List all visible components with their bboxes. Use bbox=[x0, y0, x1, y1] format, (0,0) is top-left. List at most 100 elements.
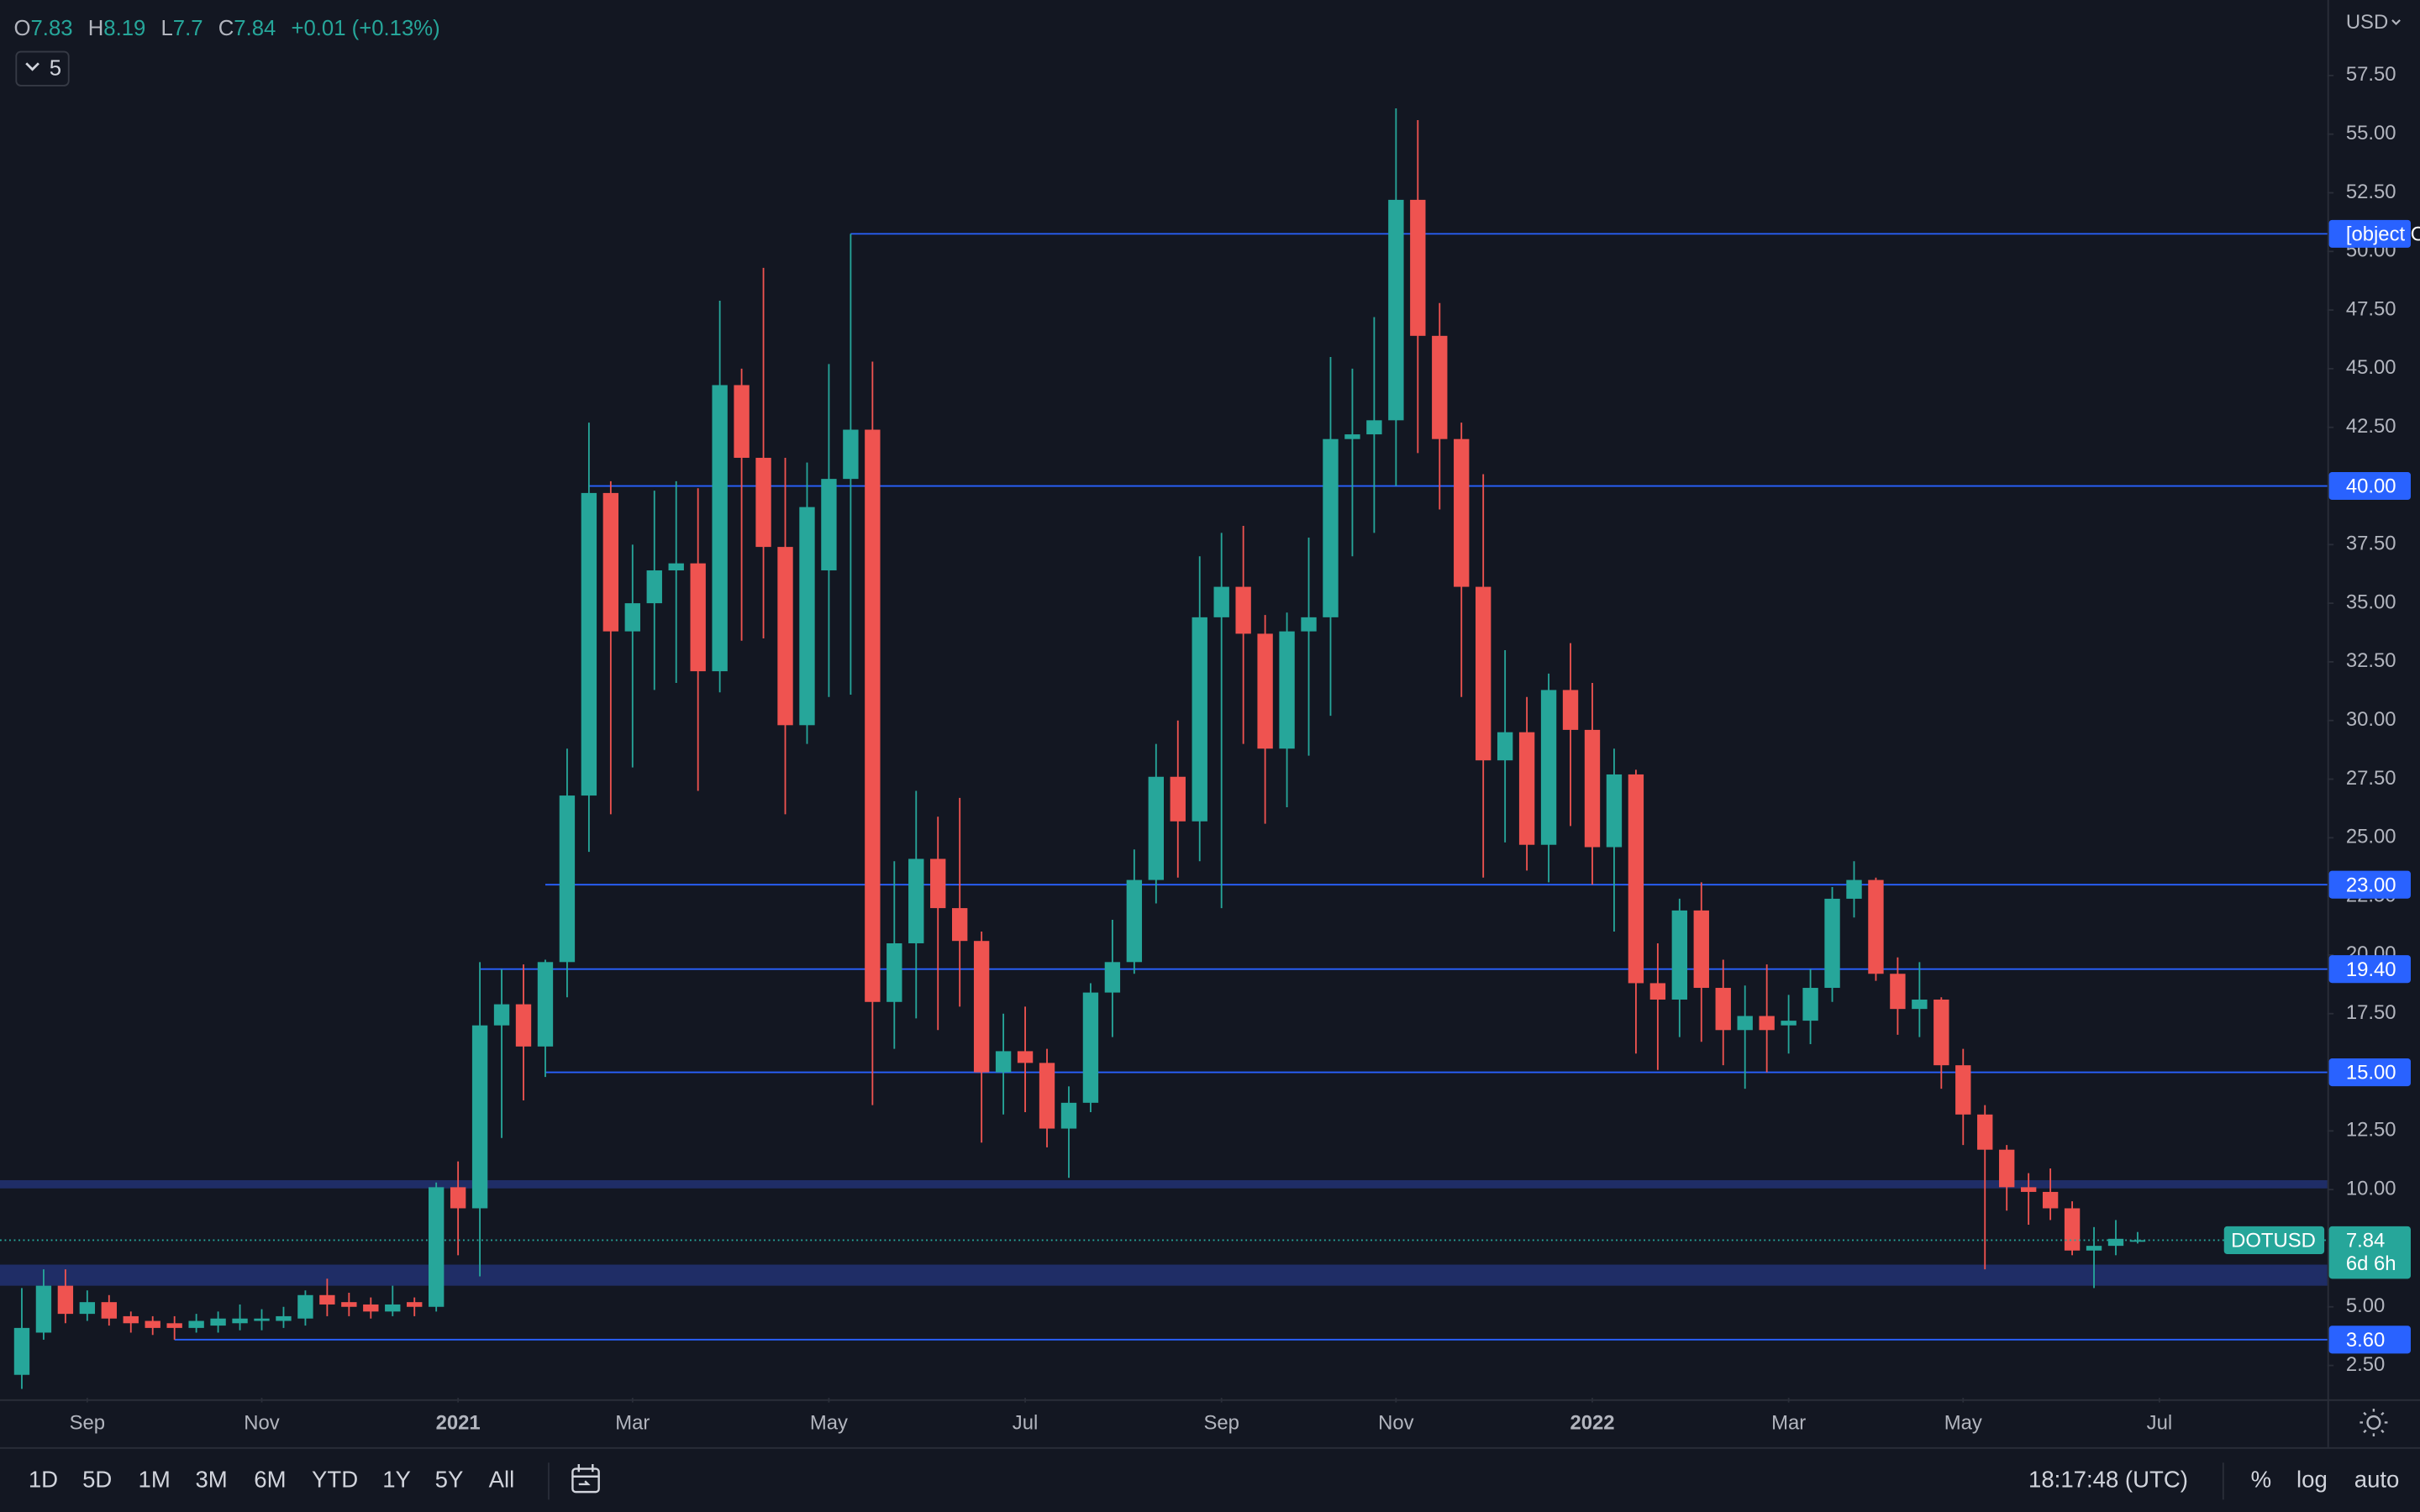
candle-body bbox=[1649, 983, 1666, 1000]
candle-body bbox=[908, 858, 924, 943]
candle-body bbox=[1715, 988, 1731, 1031]
candle-body bbox=[1781, 1021, 1797, 1026]
candle-body bbox=[2064, 1208, 2081, 1251]
candle-body bbox=[1126, 879, 1143, 963]
range-button[interactable]: 1M bbox=[139, 1467, 171, 1493]
interval-button[interactable] bbox=[15, 50, 70, 87]
axis-option[interactable]: % bbox=[2251, 1467, 2272, 1493]
value: 7.7 bbox=[173, 17, 203, 40]
candle-body bbox=[537, 962, 554, 1047]
candle-body bbox=[1410, 199, 1426, 336]
candle-body bbox=[1933, 999, 1949, 1066]
candle-body bbox=[1388, 199, 1404, 421]
candle-body bbox=[799, 507, 815, 726]
candle-body bbox=[2086, 1246, 2102, 1251]
level-label: [object Object] bbox=[2346, 223, 2420, 246]
y-tick-label: 52.50 bbox=[2346, 181, 2396, 203]
candle-body bbox=[1999, 1149, 2015, 1188]
candle-body bbox=[1039, 1063, 1055, 1129]
settings-icon[interactable] bbox=[2360, 1408, 2388, 1436]
candle-body bbox=[865, 429, 881, 1002]
x-tick-label: 2021 bbox=[436, 1412, 481, 1435]
candle-body bbox=[363, 1304, 379, 1312]
chevron-icon bbox=[25, 62, 39, 71]
countdown: 6d 6h bbox=[2346, 1252, 2396, 1275]
candle-body bbox=[581, 492, 597, 796]
label: C bbox=[218, 17, 234, 40]
candle-body bbox=[1213, 586, 1229, 617]
y-tick-label: 17.50 bbox=[2346, 1001, 2396, 1024]
candle-body bbox=[668, 563, 684, 571]
candle-body bbox=[385, 1304, 401, 1312]
candle-body bbox=[1170, 776, 1186, 822]
candle-body bbox=[1562, 690, 1579, 730]
candle-body bbox=[755, 458, 771, 548]
x-tick-label: Jul bbox=[2147, 1412, 2173, 1435]
candle-body bbox=[1432, 335, 1448, 439]
level-label-box bbox=[2328, 471, 2411, 501]
range-button[interactable]: All bbox=[489, 1467, 515, 1493]
y-tick-label: 42.50 bbox=[2346, 415, 2396, 438]
candle-body bbox=[1912, 999, 1928, 1010]
candle-body bbox=[1606, 774, 1623, 848]
range-button[interactable]: 1D bbox=[29, 1467, 58, 1493]
y-tick-label: 45.00 bbox=[2346, 356, 2396, 379]
range-button[interactable]: 3M bbox=[195, 1467, 227, 1493]
y-tick-label: 12.50 bbox=[2346, 1119, 2396, 1142]
ohlc-header: O7.83 H8.19 L7.7 C7.84 +0.01 (+0.13%) bbox=[14, 17, 440, 40]
candle-body bbox=[952, 908, 968, 942]
candle-body bbox=[1476, 586, 1491, 761]
candle-body bbox=[1454, 438, 1470, 587]
candle-body bbox=[79, 1302, 96, 1315]
axis-option[interactable]: auto bbox=[2354, 1467, 2400, 1493]
candle-body bbox=[1104, 962, 1121, 993]
candle-body bbox=[407, 1302, 423, 1307]
candle-body bbox=[690, 563, 706, 672]
candle-body bbox=[1868, 879, 1884, 974]
range-button[interactable]: 6M bbox=[254, 1467, 286, 1493]
candle-body bbox=[1737, 1016, 1753, 1031]
x-tick-label: Sep bbox=[1203, 1412, 1239, 1435]
candle-body bbox=[886, 942, 902, 1002]
candle-body bbox=[1235, 586, 1251, 634]
candle-body bbox=[428, 1187, 445, 1307]
candle-body bbox=[101, 1302, 117, 1319]
candle-body bbox=[123, 1315, 139, 1324]
candle-body bbox=[843, 429, 859, 480]
x-tick-label: Nov bbox=[1378, 1412, 1413, 1435]
currency[interactable]: USD bbox=[2346, 11, 2388, 34]
candle-body bbox=[1824, 898, 1840, 989]
candle-body bbox=[930, 858, 946, 909]
candle-body bbox=[2042, 1191, 2059, 1209]
clock: 18:17:48 (UTC) bbox=[2028, 1467, 2188, 1493]
range-button[interactable]: 5Y bbox=[435, 1467, 464, 1493]
range-button[interactable]: 5D bbox=[82, 1467, 112, 1493]
zone bbox=[0, 1264, 2328, 1286]
price-label: 7.84 bbox=[2346, 1230, 2385, 1252]
candle-body bbox=[712, 385, 728, 672]
candle-body bbox=[1148, 776, 1164, 880]
candle-body bbox=[1366, 420, 1382, 435]
y-tick-label: 47.50 bbox=[2346, 297, 2396, 320]
candle-body bbox=[515, 1004, 532, 1047]
level-label-box bbox=[2328, 955, 2411, 984]
candle-body bbox=[1017, 1051, 1034, 1063]
candle-body bbox=[145, 1320, 160, 1328]
range-button[interactable]: 1Y bbox=[382, 1467, 411, 1493]
candle-body bbox=[1693, 910, 1709, 989]
candle-body bbox=[602, 492, 619, 632]
candle-body bbox=[995, 1051, 1012, 1073]
range-button[interactable]: YTD bbox=[312, 1467, 358, 1493]
x-tick-label: May bbox=[810, 1412, 848, 1435]
candle-body bbox=[1279, 631, 1295, 749]
candle-body bbox=[1628, 774, 1644, 984]
zone bbox=[0, 1179, 2328, 1189]
axis-option[interactable]: log bbox=[2296, 1467, 2328, 1493]
calendar-icon[interactable] bbox=[571, 1464, 600, 1494]
candle-body bbox=[2107, 1238, 2124, 1247]
candle-body bbox=[13, 1327, 30, 1375]
candle-body bbox=[188, 1320, 204, 1328]
candle-body bbox=[1977, 1114, 1993, 1150]
